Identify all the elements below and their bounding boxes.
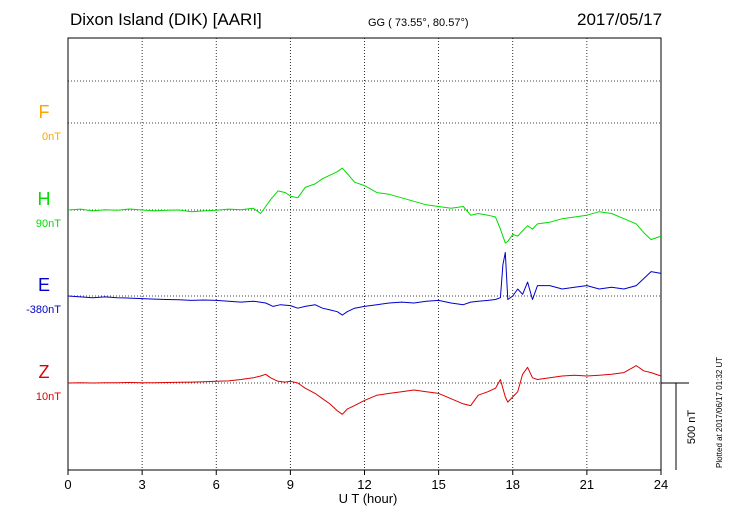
x-tick-label: 18: [506, 477, 520, 492]
component-label-e: E: [38, 275, 50, 295]
component-label-h: H: [38, 189, 51, 209]
baseline-label-h: 90nT: [36, 218, 61, 230]
component-label-f: F: [39, 102, 50, 122]
traces: [67, 167, 662, 415]
baseline-label-f: 0nT: [42, 131, 61, 143]
baseline-label-e: -380nT: [26, 304, 61, 316]
station-coordinates: GG ( 73.55°, 80.57°): [368, 17, 469, 29]
x-axis-label: U T (hour): [339, 491, 398, 506]
plot-date: 2017/05/17: [577, 10, 663, 29]
scale-bar: 500 nT: [661, 382, 698, 470]
x-tick-label: 12: [357, 477, 371, 492]
trace-h: [67, 167, 662, 244]
x-tick-label: 9: [287, 477, 294, 492]
x-axis-ticks: 0 3 6 9 12 15 18 21 24: [64, 470, 668, 492]
x-tick-label: 0: [64, 477, 71, 492]
trace-e: [67, 252, 662, 316]
grid-lines: [68, 38, 661, 470]
plotted-timestamp: Plotted at 2017/06/17 01:32 UT: [715, 356, 724, 468]
trace-z: [67, 365, 662, 415]
station-title: Dixon Island (DIK) [AARI]: [70, 10, 262, 29]
component-label-z: Z: [39, 362, 50, 382]
x-tick-label: 15: [431, 477, 445, 492]
x-tick-label: 21: [580, 477, 594, 492]
component-labels: F 0nT H 90nT E -380nT Z 10nT: [26, 102, 61, 403]
scale-bar-label: 500 nT: [686, 410, 698, 445]
baseline-label-z: 10nT: [36, 391, 61, 403]
x-tick-label: 24: [654, 477, 668, 492]
x-tick-label: 6: [213, 477, 220, 492]
x-tick-label: 3: [139, 477, 146, 492]
